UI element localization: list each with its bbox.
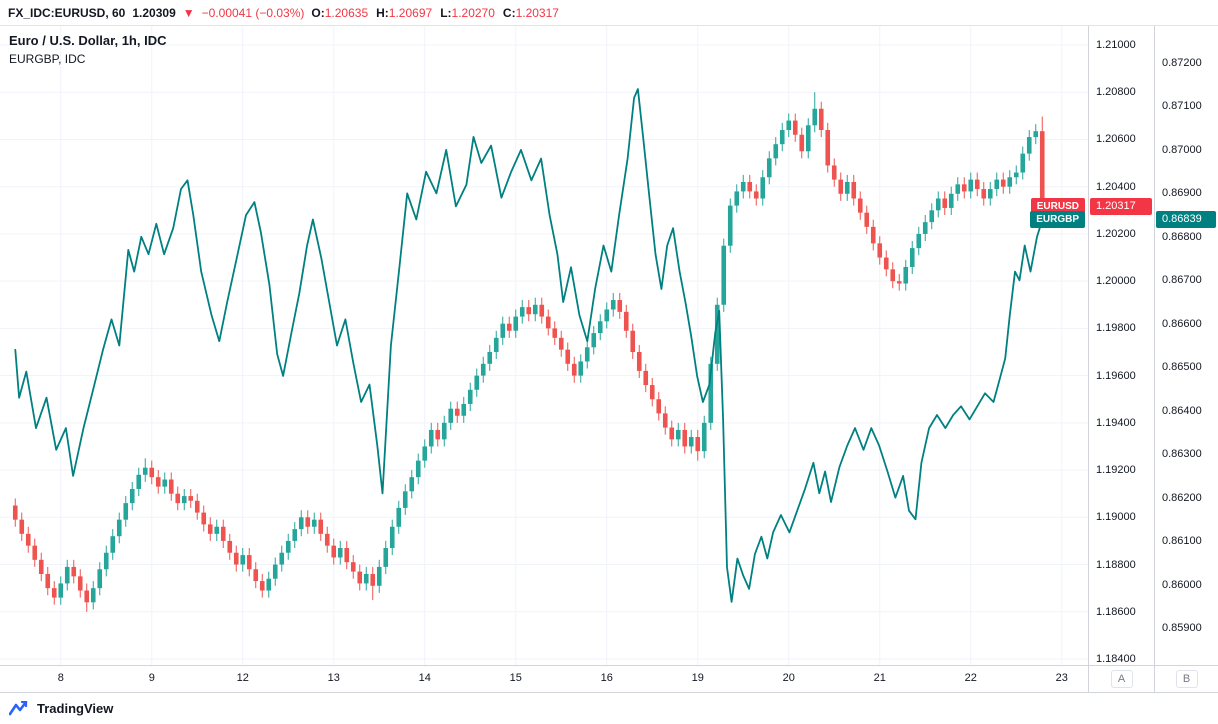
- tradingview-wordmark[interactable]: TradingView: [37, 701, 114, 716]
- price-chart-svg: [0, 26, 1088, 665]
- scale-a-tick-label: 1.19400: [1096, 416, 1136, 429]
- open-value: 1.20635: [324, 5, 369, 20]
- chart-legend: Euro / U.S. Dollar, 1h, IDC EURGBP, IDC: [9, 33, 166, 66]
- time-tick-label: 12: [236, 672, 249, 684]
- scale-a-tick-label: 1.19600: [1096, 369, 1136, 382]
- scale-b-tick-label: 0.86000: [1162, 578, 1202, 591]
- close-label: C:: [502, 5, 516, 20]
- open-label: O:: [311, 5, 325, 20]
- eurgbp-series-pill: EURGBP: [1030, 211, 1085, 229]
- scale-a-tick-label: 1.18600: [1096, 605, 1136, 618]
- time-tick-label: 22: [964, 672, 977, 684]
- time-tick-label: 23: [1055, 672, 1068, 684]
- scale-b-button[interactable]: B: [1175, 670, 1198, 688]
- scale-b-tick-label: 0.87200: [1162, 57, 1202, 69]
- scale-a-tick-label: 1.20600: [1096, 133, 1136, 146]
- ohlc-values: O:1.20635 H:1.20697 L:1.20270 C:1.20317: [311, 6, 559, 20]
- scale-a-button[interactable]: A: [1110, 670, 1133, 688]
- scale-b-tick-label: 0.86600: [1162, 317, 1202, 330]
- scale-a-tick-label: 1.19000: [1096, 511, 1136, 524]
- price-change: −0.00041 (−0.03%): [201, 5, 305, 20]
- tradingview-logo-icon[interactable]: [9, 700, 30, 717]
- last-price: 1.20309: [132, 5, 176, 20]
- chart-pane: Euro / U.S. Dollar, 1h, IDC EURGBP, IDC …: [0, 25, 1218, 665]
- price-scale-b[interactable]: 0.86839 0.87200 0.87100 0.87000 0.86900 0.86…: [1154, 26, 1218, 665]
- main-series-title[interactable]: Euro / U.S. Dollar, 1h, IDC: [9, 33, 167, 48]
- close-value: 1.20317: [515, 5, 559, 20]
- time-tick-label: 19: [691, 672, 704, 684]
- scale-b-tick-label: 0.86100: [1162, 535, 1202, 548]
- down-triangle-icon: ▼: [182, 5, 195, 20]
- time-tick-label: 16: [600, 672, 613, 684]
- high-label: H:: [376, 5, 389, 20]
- time-tick-label: 8: [57, 672, 64, 684]
- time-tick-label: 13: [327, 672, 340, 684]
- scale-b-tick-label: 0.87000: [1162, 143, 1202, 156]
- scale-a-tick-label: 1.20000: [1096, 275, 1136, 288]
- scale-b-tick-label: 0.86400: [1162, 404, 1202, 417]
- symbol-title[interactable]: FX_IDC:EURUSD, 60: [8, 5, 126, 20]
- scale-a-tick-label: 1.21000: [1096, 39, 1136, 51]
- scale-b-tick-label: 0.86300: [1162, 448, 1202, 461]
- scale-b-tick-label: 0.86200: [1162, 491, 1202, 504]
- scale-a-tick-label: 1.18800: [1096, 558, 1136, 571]
- time-tick-label: 15: [509, 672, 522, 684]
- high-value: 1.20697: [388, 5, 433, 20]
- scale-b-tick-label: 0.86700: [1162, 274, 1202, 287]
- price-scale-a[interactable]: 1.20317 1.21000 1.20800 1.20600 1.20400 1.20…: [1088, 26, 1154, 665]
- time-axis[interactable]: 8 9 12 13 14 15 16 19 20 21 22 23: [0, 666, 1088, 692]
- symbol-info-bar: FX_IDC:EURUSD, 60 1.20309 ▼ −0.00041 (−0…: [0, 0, 1218, 25]
- low-value: 1.20270: [451, 5, 495, 20]
- scale-b-tick-label: 0.85900: [1162, 622, 1202, 634]
- scale-a-tick-label: 1.19800: [1096, 322, 1136, 335]
- scale-a-tick-label: 1.20400: [1096, 180, 1136, 193]
- scale-a-tick-label: 1.20800: [1096, 86, 1136, 99]
- low-label: L:: [440, 5, 452, 20]
- time-tick-label: 20: [782, 672, 795, 684]
- scale-a-tick-label: 1.18400: [1096, 653, 1136, 665]
- bottom-bar: TradingView: [0, 692, 1218, 724]
- scale-a-tick-label: 1.19200: [1096, 464, 1136, 477]
- chart-canvas[interactable]: Euro / U.S. Dollar, 1h, IDC EURGBP, IDC …: [0, 26, 1088, 665]
- time-tick-label: 21: [873, 672, 886, 684]
- eurgbp-price-badge: 0.86839: [1156, 211, 1216, 229]
- eurusd-series-pill: EURUSD: [1030, 197, 1085, 215]
- time-axis-row: 8 9 12 13 14 15 16 19 20 21 22 23 A B: [0, 665, 1218, 692]
- scale-b-footer: B: [1154, 666, 1218, 692]
- scale-b-tick-label: 0.86800: [1162, 230, 1202, 243]
- time-tick-label: 9: [148, 672, 155, 684]
- overlay-series-title[interactable]: EURGBP, IDC: [9, 52, 86, 66]
- eurusd-candlestick-series: [12, 92, 1045, 612]
- scale-b-tick-label: 0.86500: [1162, 361, 1202, 374]
- eurusd-price-badge: 1.20317: [1090, 197, 1152, 215]
- scale-a-tick-label: 1.20200: [1096, 227, 1136, 240]
- grid-lines: [0, 26, 1088, 665]
- scale-b-tick-label: 0.86900: [1162, 187, 1202, 200]
- time-tick-label: 14: [418, 672, 431, 684]
- scale-a-footer: A: [1088, 666, 1154, 692]
- scale-b-tick-label: 0.87100: [1162, 100, 1202, 113]
- eurgbp-line-series: [14, 88, 1044, 603]
